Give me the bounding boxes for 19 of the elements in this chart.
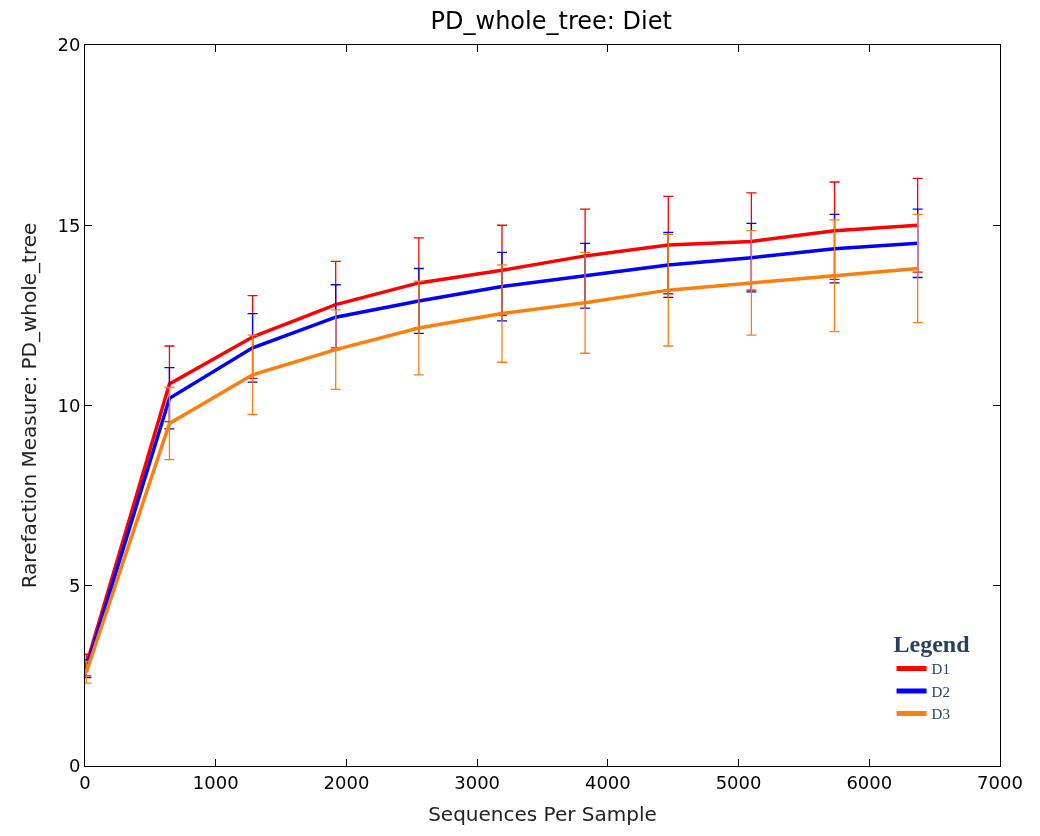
x-tick-label: 1000 [192,771,239,793]
x-tick-label: 5000 [715,771,762,793]
x-axis-title: Sequences Per Sample [428,802,657,827]
y-tick-label: 15 [57,214,81,236]
y-tick-label: 20 [57,34,81,56]
legend-label: D3 [931,706,950,723]
y-tick-label: 5 [68,575,81,597]
y-axis-title: Rarefaction Measure: PD_whole_tree [16,222,41,589]
x-tick-label: 2000 [323,771,370,793]
x-tick-label: 7000 [977,771,1023,793]
x-tick-label: 4000 [584,771,631,793]
legend-label: D1 [931,661,950,678]
legend-title: Legend [893,631,971,658]
x-tick-label: 6000 [846,771,893,793]
y-tick-label: 0 [68,755,81,777]
y-tick-label: 10 [57,394,81,416]
chart-title: PD_whole_tree: Diet [430,7,672,36]
legend-label: D2 [931,683,950,700]
x-tick-label: 3000 [454,771,501,793]
